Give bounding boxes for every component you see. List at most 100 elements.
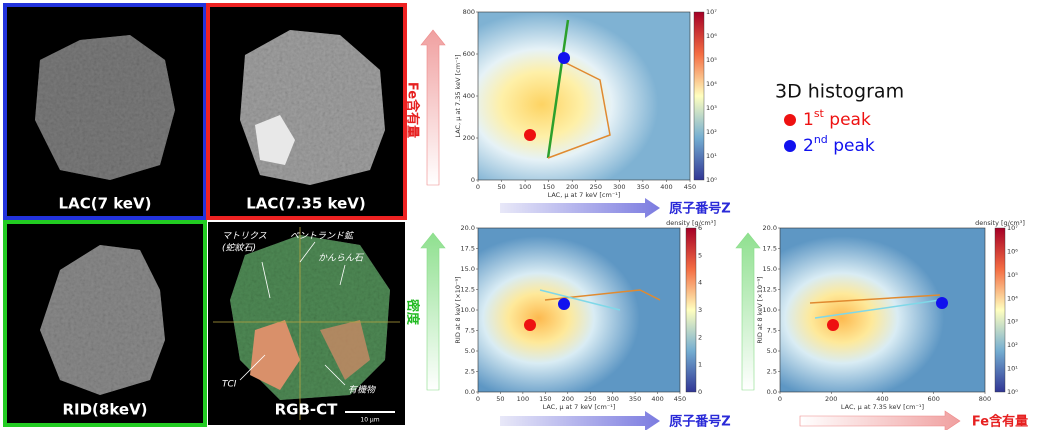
x-tick-label: 200 — [566, 183, 578, 191]
x-tick-label: 0 — [476, 395, 480, 403]
colorbar-tick-label: 10¹ — [706, 152, 717, 160]
y-tick-label: 17.5 — [763, 245, 777, 253]
x-tick-label: 0 — [476, 183, 480, 191]
x-tick-label: 50 — [496, 395, 504, 403]
colorbar-tick-label: 10⁷ — [1007, 224, 1018, 232]
x-tick-label: 400 — [876, 395, 888, 403]
image-label: RID(8keV) — [62, 401, 147, 419]
x-tick-label: 400 — [660, 183, 672, 191]
arrow-label: 原子番号Z — [669, 201, 730, 217]
arrow-label: Fe含有量 — [972, 414, 1028, 430]
y-tick-label: 20.0 — [763, 224, 777, 232]
colorbar-tick-label: 10⁵ — [706, 56, 717, 64]
y-tick-label: 2.5 — [465, 368, 475, 376]
x-tick-label: 350 — [637, 183, 649, 191]
y-tick-label: 12.5 — [461, 286, 475, 294]
peak1 — [827, 319, 839, 331]
x-tick-label: 300 — [606, 395, 618, 403]
density-map — [477, 227, 681, 393]
scale-bar-label: 10 μm — [360, 417, 379, 424]
pointer — [239, 354, 266, 381]
colorbar-tick-label: 0 — [698, 388, 702, 396]
x-tick-label: 600 — [928, 395, 940, 403]
trace — [539, 289, 621, 311]
density-map — [779, 227, 986, 393]
colorbar-tick-label: 4 — [698, 279, 702, 287]
peak2-marker — [784, 140, 796, 152]
peak1 — [524, 129, 536, 141]
annotation: ペントランド鉱 — [290, 231, 355, 242]
colorbar-label: density [g/cm³] — [975, 219, 1025, 227]
arrow-right — [500, 198, 660, 218]
y-tick-label: 15.0 — [461, 265, 475, 273]
x-axis-label: LAC, μ at 7 keV [cm⁻¹] — [548, 191, 621, 199]
x-tick-label: 150 — [542, 183, 554, 191]
colorbar-tick-label: 10⁴ — [706, 80, 717, 88]
colorbar-tick-label: 10³ — [1007, 318, 1018, 326]
arrow-label: 密度 — [405, 298, 421, 326]
colorbar-tick-label: 2 — [698, 333, 702, 341]
x-tick-label: 250 — [590, 183, 602, 191]
colorbar-tick-label: 10⁰ — [706, 176, 717, 184]
trace — [809, 294, 941, 304]
bright-region — [255, 115, 295, 165]
y-tick-label: 2.5 — [767, 368, 777, 376]
colorbar — [685, 227, 697, 393]
annotation: (蛇紋石) — [222, 243, 256, 254]
trace — [544, 289, 661, 301]
y-tick-label: 800 — [463, 8, 475, 16]
x-tick-label: 350 — [629, 395, 641, 403]
trace — [547, 59, 611, 159]
pointer — [299, 241, 316, 263]
scan-image — [40, 245, 165, 395]
colorbar-tick-label: 10³ — [706, 104, 717, 112]
y-tick-label: 0.0 — [767, 388, 777, 396]
colorbar-tick-label: 10¹ — [1007, 365, 1018, 373]
colorbar-label: density [g/cm³] — [666, 219, 716, 227]
y-tick-label: 7.5 — [767, 327, 777, 335]
orange-region — [250, 320, 300, 390]
image-label: LAC(7.35 keV) — [246, 195, 365, 213]
legend-title: 3D histogram — [775, 81, 904, 103]
colorbar-tick-label: 5 — [698, 251, 702, 259]
arrow-up — [420, 232, 446, 391]
pointer — [324, 364, 346, 386]
y-tick-label: 7.5 — [465, 327, 475, 335]
colorbar-tick-label: 3 — [698, 306, 702, 314]
y-tick-label: 0.0 — [465, 388, 475, 396]
y-tick-label: 5.0 — [767, 347, 777, 355]
colorbar-tick-label: 10² — [706, 128, 717, 136]
arrow-right — [799, 410, 961, 430]
arrow-up — [420, 29, 446, 186]
arrow-label: Fe含有量 — [405, 82, 421, 138]
peak2 — [558, 52, 570, 64]
colorbar-tick-label: 10⁵ — [1007, 271, 1018, 279]
legend-number: 2 — [803, 136, 814, 156]
legend-entry: 1st peak — [803, 107, 871, 130]
x-axis-label: LAC, μ at 7.35 keV [cm⁻¹] — [841, 403, 924, 411]
peak2 — [936, 297, 948, 309]
legend-superscript: st — [814, 107, 825, 120]
image-label: RGB-CT — [275, 401, 339, 419]
x-tick-label: 450 — [674, 395, 686, 403]
annotation: TCI — [222, 380, 237, 390]
x-tick-label: 100 — [517, 395, 529, 403]
legend-number: 1 — [803, 110, 814, 130]
colorbar-tick-label: 10⁶ — [1007, 247, 1018, 255]
y-axis-label: RID at 8 keV [×10⁻⁹] — [756, 276, 764, 343]
peak1-marker — [784, 114, 796, 126]
trace — [814, 299, 941, 319]
x-tick-label: 150 — [539, 395, 551, 403]
legend-text: peak — [828, 136, 875, 156]
legend-entry: 2nd peak — [803, 133, 875, 156]
pointer — [339, 264, 346, 286]
colorbar-tick-label: 10⁴ — [1007, 294, 1018, 302]
colorbar-tick-label: 10⁷ — [706, 8, 717, 16]
arrow-up — [735, 232, 761, 391]
x-tick-label: 0 — [778, 395, 782, 403]
trace — [546, 19, 570, 159]
colorbar-tick-label: 10⁰ — [1007, 388, 1018, 396]
x-tick-label: 800 — [979, 395, 991, 403]
y-tick-label: 5.0 — [465, 347, 475, 355]
